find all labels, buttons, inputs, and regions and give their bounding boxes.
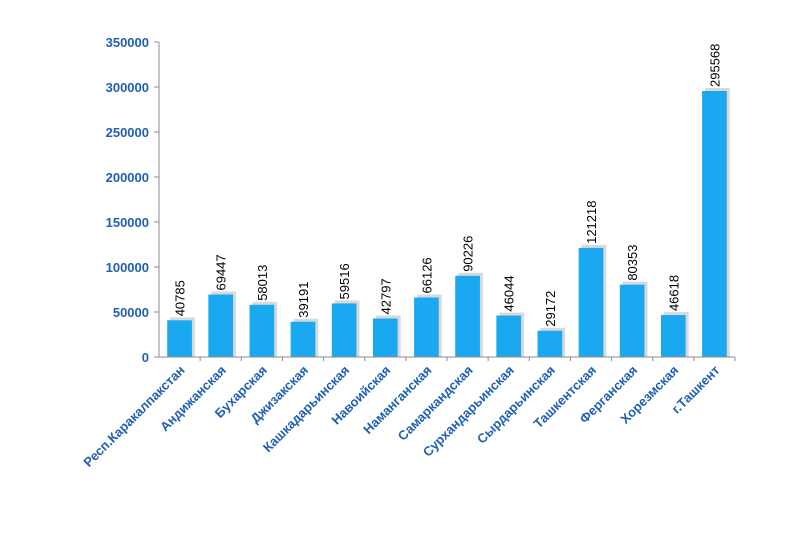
bar [702, 90, 727, 357]
x-tick-label: Самаркандская [395, 363, 476, 444]
data-label: 295568 [707, 44, 722, 87]
data-label: 69447 [214, 254, 229, 290]
x-axis-ticks: Респ.КаракалпакстанАндижанскаяБухарскаяД… [80, 357, 736, 470]
bar [249, 304, 275, 357]
data-label: 121218 [584, 201, 599, 244]
axes-layer [158, 42, 735, 358]
data-label: 90226 [461, 236, 476, 272]
bar [290, 321, 316, 357]
y-tick-label: 50000 [113, 305, 149, 320]
data-label: 66126 [419, 257, 434, 293]
bar [208, 294, 234, 357]
y-tick-label: 150000 [106, 215, 149, 230]
y-axis-ticks: 0 50000 100000 150000 200000 250000 300000 3500… [106, 35, 159, 365]
data-label: 80353 [625, 245, 640, 281]
data-label: 39191 [296, 282, 311, 318]
data-label: 59516 [337, 263, 352, 299]
data-label: 42797 [378, 278, 393, 314]
data-label: 46044 [502, 275, 517, 311]
y-tick-label: 0 [142, 350, 149, 365]
bar [660, 315, 686, 357]
bar [619, 284, 645, 357]
bar [455, 275, 480, 357]
y-tick-label: 350000 [106, 35, 149, 50]
bar [331, 303, 357, 357]
y-tick-label: 200000 [106, 170, 149, 185]
bar [496, 315, 522, 357]
y-tick-label: 250000 [106, 125, 149, 140]
data-labels: 40785 69447 58013 39191 59516 42797 66126 90226… [173, 44, 723, 327]
bar [414, 297, 439, 357]
data-label: 58013 [255, 265, 270, 301]
bar [537, 330, 563, 357]
data-label: 46618 [666, 275, 681, 311]
bar [167, 320, 192, 357]
y-tick-label: 300000 [106, 80, 149, 95]
data-label: 29172 [543, 291, 558, 327]
y-tick-label: 100000 [106, 260, 149, 275]
bar [578, 247, 604, 357]
bars-layer [167, 87, 730, 357]
bar [372, 318, 398, 357]
data-label: 40785 [173, 280, 188, 316]
